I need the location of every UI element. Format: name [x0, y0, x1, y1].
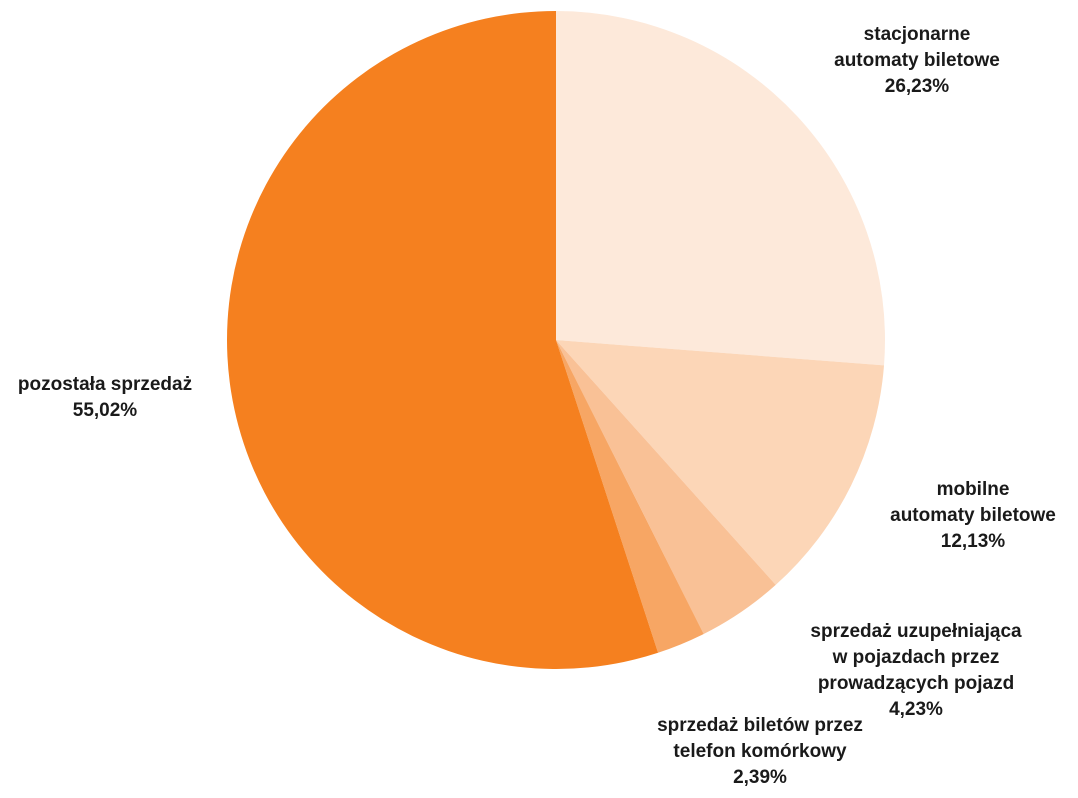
pie-slice-sprzedaz-uzupelniajaca-w-pojazdach-przez-prowadzacych-pojazd — [556, 340, 776, 634]
slice-name-line: sprzedaż biletów przez — [657, 715, 863, 736]
slice-name-line: telefon komórkowy — [673, 741, 847, 762]
slice-label-pozostala-sprzedaz: pozostała sprzedaż 55,02% — [18, 374, 192, 421]
slice-value-label: 2,39% — [733, 767, 787, 788]
slice-name-line: sprzedaż uzupełniająca — [810, 621, 1022, 642]
pie-slice-stacjonarne-automaty-biletowe — [556, 11, 886, 366]
slice-value-label: 12,13% — [941, 531, 1006, 552]
slice-name-line: mobilne — [937, 479, 1010, 500]
slice-value-label: 4,23% — [889, 699, 943, 720]
pie-slice-mobilne-automaty-biletowe — [556, 340, 885, 585]
labels-layer: stacjonarne automaty biletowe 26,23% mobiln… — [18, 24, 1056, 788]
slices-layer — [227, 11, 886, 669]
slice-name-line: pozostała sprzedaż — [18, 374, 192, 395]
slice-name-line: prowadzących pojazd — [818, 673, 1014, 694]
slice-value-label: 26,23% — [885, 76, 950, 97]
slice-label-stacjonarne-automaty-biletowe: stacjonarne automaty biletowe 26,23% — [834, 24, 1000, 97]
slice-name-line: automaty biletowe — [834, 50, 1000, 71]
slice-label-sprzedaz-uzupelniajaca-w-pojazdach-przez-prowadzacych-pojazd: sprzedaż uzupełniająca w pojazdach przez p… — [810, 621, 1022, 720]
slice-label-sprzedaz-biletow-przez-telefon-komorkowy: sprzedaż biletów przez telefon komórkowy 2… — [657, 715, 863, 788]
pie-slice-sprzedaz-biletow-przez-telefon-komorkowy — [556, 340, 704, 653]
slice-label-mobilne-automaty-biletowe: mobilne automaty biletowe 12,13% — [890, 479, 1056, 552]
pie-slice-pozostala-sprzedaz — [227, 11, 659, 669]
slice-name-line: stacjonarne — [864, 24, 971, 45]
slice-value-label: 55,02% — [73, 400, 138, 421]
slice-name-line: automaty biletowe — [890, 505, 1056, 526]
slice-name-line: w pojazdach przez — [832, 647, 1000, 668]
